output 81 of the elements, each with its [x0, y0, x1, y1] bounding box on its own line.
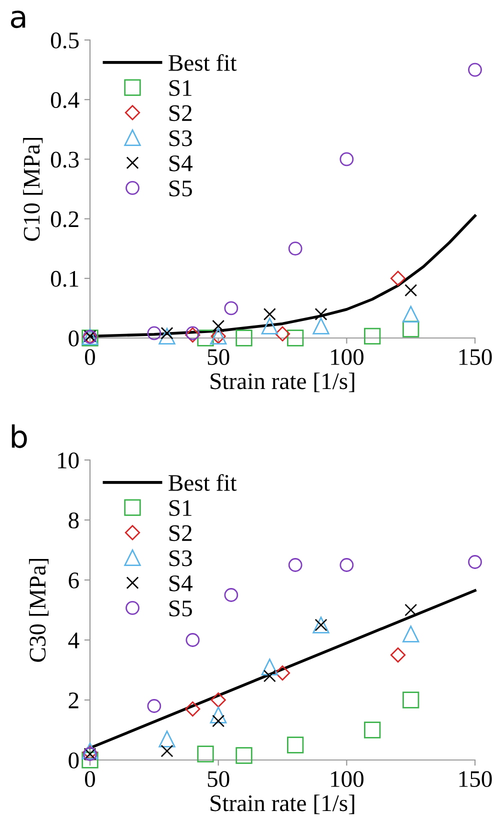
point — [404, 284, 418, 297]
y-tick-label: 0.1 — [50, 270, 78, 287]
point — [197, 746, 214, 762]
point — [364, 722, 381, 738]
point — [224, 301, 238, 316]
legend-label: S4 — [169, 155, 192, 172]
point — [82, 752, 98, 768]
legend-label: S2 — [169, 105, 192, 122]
point — [402, 306, 420, 322]
y-tick-label: 0 — [68, 330, 79, 346]
point — [390, 270, 406, 286]
y-tick-label: 6 — [68, 572, 79, 588]
y-tick-label: 4 — [68, 632, 80, 648]
point — [147, 699, 162, 713]
point — [160, 744, 174, 758]
y-tick-label: 0.2 — [50, 211, 78, 228]
point — [404, 604, 418, 616]
point — [340, 558, 354, 572]
point — [390, 647, 406, 663]
y-tick-label: 8 — [68, 512, 79, 528]
point — [287, 330, 304, 346]
legend-label: S5 — [169, 180, 192, 196]
point — [402, 320, 420, 338]
point — [236, 330, 252, 346]
point — [402, 692, 420, 708]
point — [197, 330, 214, 346]
legend-label: S1 — [169, 80, 192, 96]
x-tick-label: 50 — [208, 349, 230, 366]
y-tick-label: 0 — [68, 752, 79, 768]
x-axis-title: Strain rate [1/s] — [210, 372, 354, 392]
x-tick-label: 50 — [208, 771, 230, 788]
x-tick-label: 0 — [84, 349, 96, 366]
point — [236, 747, 252, 764]
legend-label: S3 — [169, 550, 192, 566]
point — [468, 555, 482, 569]
point — [287, 736, 304, 754]
y-tick-label: 0.3 — [50, 152, 79, 168]
legend-label: S4 — [169, 575, 192, 592]
point — [186, 633, 200, 647]
x-tick-label: 0 — [84, 771, 96, 788]
point — [261, 658, 278, 676]
x-tick-label: 100 — [331, 349, 364, 366]
y-tick-label: 2 — [68, 692, 78, 708]
point — [312, 318, 330, 334]
point — [364, 328, 381, 345]
legend-label: S5 — [169, 600, 192, 616]
point — [158, 730, 176, 748]
y-axis-title: C10 [MPa] — [23, 138, 43, 241]
legend-label: Best fit — [168, 474, 237, 491]
point — [210, 692, 226, 708]
legend-label: S2 — [169, 525, 192, 542]
y-tick-label: 0.5 — [50, 32, 79, 49]
chart-title: a — [10, 10, 26, 28]
y-axis-title: C30 [MPa] — [29, 558, 49, 662]
legend-label: S3 — [169, 130, 192, 146]
legend-label: S1 — [169, 500, 192, 516]
point — [158, 328, 176, 345]
point — [185, 701, 200, 717]
point — [263, 308, 276, 320]
y-tick-label: 10 — [58, 452, 79, 468]
point — [314, 308, 328, 320]
point — [402, 626, 420, 642]
x-tick-label: 100 — [331, 771, 364, 788]
point — [288, 558, 302, 572]
x-tick-label: 150 — [459, 349, 492, 366]
point — [340, 152, 354, 166]
x-tick-label: 150 — [459, 771, 492, 788]
legend-label: Best fit — [168, 54, 237, 71]
x-axis-title: Strain rate [1/s] — [210, 794, 354, 814]
point — [212, 320, 225, 332]
point — [224, 588, 238, 602]
point — [288, 242, 302, 256]
point — [210, 706, 227, 724]
point — [147, 326, 162, 340]
point — [468, 62, 482, 77]
y-tick-label: 0.4 — [50, 92, 80, 108]
point — [274, 326, 290, 342]
chart-title: b — [12, 424, 27, 448]
point — [263, 670, 276, 682]
point — [274, 665, 290, 681]
point — [261, 318, 278, 334]
